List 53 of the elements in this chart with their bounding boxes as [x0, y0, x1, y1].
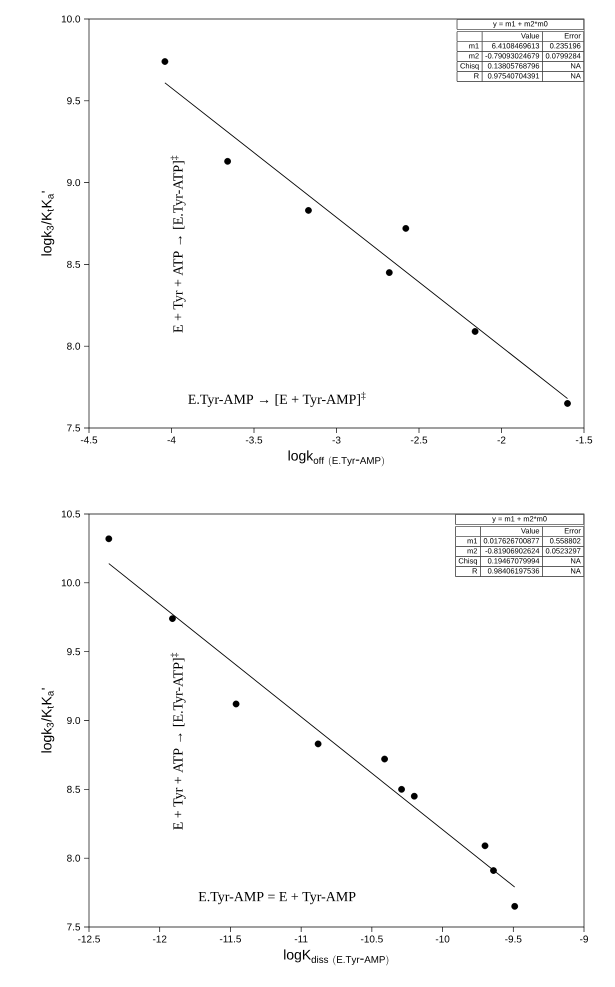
- y-tick-label: 9.0: [67, 179, 80, 186]
- point: [105, 535, 112, 542]
- point: [224, 158, 231, 165]
- point: [490, 867, 497, 874]
- y-axis-title: logk$_{3}$/K$_{t}$K$_{a}$': [41, 688, 54, 752]
- y-tick-label: 8.0: [67, 342, 80, 350]
- point: [305, 207, 312, 214]
- y-tick-label: 7.5: [67, 924, 80, 930]
- point: [482, 842, 488, 850]
- x-tick-label: -12.5: [78, 936, 100, 943]
- y-tick-label: 8.5: [67, 260, 80, 268]
- point: [232, 700, 240, 708]
- x-tick-label: -10.5: [360, 936, 383, 943]
- point: [511, 902, 518, 910]
- y-tick-label: 9.0: [67, 716, 80, 724]
- y-tick-label: 10.0: [62, 15, 80, 23]
- x-tick-label: -3: [332, 436, 340, 444]
- point: [381, 756, 388, 762]
- point: [410, 792, 418, 800]
- point: [314, 740, 322, 748]
- y-tick-label: 8.0: [67, 854, 80, 862]
- y-tick-label: 7.5: [67, 424, 80, 432]
- x-tick-label: -10: [436, 936, 450, 943]
- point: [402, 225, 410, 232]
- y-tick-label: 10.0: [62, 579, 80, 586]
- point: [398, 786, 405, 793]
- x-tick-label: -1.5: [576, 436, 592, 444]
- x-tick-label: -12: [152, 936, 166, 942]
- annotation: E + Tyr + ATP → [E.Tyr-ATP]$^{‡}$: [170, 156, 186, 333]
- x-tick-label: -2.5: [410, 436, 428, 444]
- x-tick-label: -9.5: [505, 936, 522, 943]
- y-tick-label: 9.5: [67, 97, 80, 104]
- annotation: E.Tyr-AMP → [E + Tyr-AMP]$^{‡}$: [188, 392, 366, 407]
- annotation: E.Tyr-AMP = E + Tyr-AMP: [198, 892, 356, 904]
- annotation: E + Tyr + ATP → [E.Tyr-ATP]$^{‡}$: [170, 652, 186, 830]
- x-tick-label: -2: [498, 436, 506, 444]
- point: [386, 269, 393, 276]
- x-tick-label: -3.5: [246, 436, 262, 444]
- x-axis-title: $\mathrm{logK}_{\mathrm{diss\ (E.Tyr\mbox{-}AMP)}}$: [284, 949, 388, 966]
- y-tick-label: 10.5: [62, 510, 80, 518]
- x-tick-label: -11.5: [220, 935, 241, 942]
- point: [564, 400, 571, 407]
- y-tick-label: 9.5: [67, 648, 80, 656]
- y-axis-title: logk$_{3}$/K$_{t}$K$_{a}$': [41, 191, 54, 256]
- point: [169, 615, 176, 622]
- x-tick-label: -11: [294, 935, 308, 942]
- x-tick-label: -4.5: [80, 436, 98, 444]
- x-tick-label: -4: [168, 436, 176, 444]
- point: [472, 328, 478, 335]
- point: [162, 58, 168, 65]
- x-tick-label: -9: [580, 936, 588, 943]
- x-axis-title: $\mathrm{logk}_{\mathrm{off\ (E.Tyr\mbox{-}AMP)}}$: [288, 450, 384, 466]
- y-tick-label: 8.5: [67, 786, 80, 793]
